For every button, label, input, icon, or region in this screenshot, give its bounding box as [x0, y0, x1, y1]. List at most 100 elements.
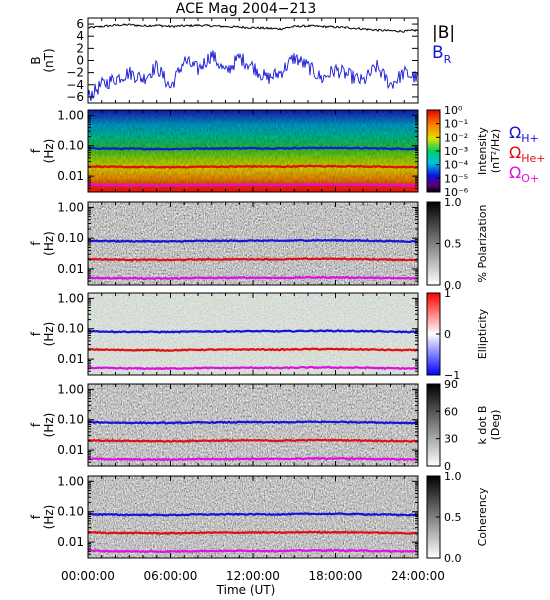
colorbar-label: (Deg): [489, 410, 502, 441]
y-tick-label: 6: [76, 17, 84, 31]
y-tick-label: 0.01: [57, 535, 84, 549]
colorbar-tick-label: 10⁻¹: [444, 118, 468, 131]
y-axis-label: (nT): [42, 48, 56, 72]
gyrofrequency-line-h: [87, 329, 418, 334]
y-tick-label: 1.00: [57, 200, 84, 214]
y-tick-label: 1.00: [57, 382, 84, 396]
colorbar-tick-label: 10⁻³: [444, 145, 468, 158]
panel-4: 1.00 0.10 0.01 f (Hz) 1 0 −1 Ellipticity: [29, 287, 489, 382]
y-axis-label: (Hz): [42, 413, 56, 438]
x-tick-label: 24:00:00: [391, 569, 445, 583]
y-axis-label: (Hz): [42, 231, 56, 256]
gyro-legend-subscript: He+: [521, 152, 545, 165]
legend-subscript: R: [444, 53, 452, 66]
colorbar-tick-label: 10⁻²: [444, 131, 468, 144]
y-tick-label: 1.00: [57, 291, 84, 305]
colorbar-tick-label: 90: [444, 378, 458, 391]
gyrofrequency-line-o: [87, 182, 419, 188]
gyrofrequency-line-o: [87, 275, 419, 281]
gyrofrequency-line-he: [87, 257, 419, 262]
x-axis-label: Time (UT): [216, 583, 276, 597]
gyrofrequency-line-h: [87, 238, 419, 244]
colorbar-tick-label: 10⁻⁴: [444, 159, 469, 172]
colorbar-tick-label: 10⁻⁶: [444, 186, 469, 199]
y-tick-label: 0.01: [57, 443, 84, 457]
colorbar-tick-label: 1: [444, 287, 451, 300]
gyro-legend-subscript: H+: [521, 132, 539, 145]
y-tick-label: 1.00: [57, 474, 84, 488]
y-tick-label: 0: [76, 54, 84, 68]
x-tick-label: 12:00:00: [226, 569, 280, 583]
colorbar-tick-label: 10⁰: [444, 104, 463, 117]
grayscale-image: [88, 202, 418, 285]
x-tick-label: 18:00:00: [309, 569, 363, 583]
gyro-legend-subscript: O+: [521, 172, 539, 185]
y-axis-label: f: [29, 514, 43, 519]
x-tick-label: 00:00:00: [61, 569, 115, 583]
colorbar-tick-label: 60: [444, 405, 458, 418]
y-tick-label: 0.10: [57, 505, 84, 519]
colorbar-tick-label: −1: [444, 369, 460, 382]
gyrofrequency-line-o: [87, 456, 418, 462]
gyrofrequency-line-he: [87, 347, 419, 352]
y-axis-label: B: [29, 56, 43, 64]
gyrofrequency-line-he: [88, 530, 419, 535]
panel-5: 1.00 0.10 0.01 f (Hz) 90 60 30 0 k dot B (Deg): [29, 378, 502, 473]
y-tick-label: 0.10: [57, 322, 84, 336]
chart-title: ACE Mag 2004−213: [176, 1, 316, 17]
spectrogram-texture: [88, 110, 418, 192]
panel-3: 1.00 0.10 0.01 f (Hz) 1.0 0.5 0.0 % Polarization: [29, 196, 489, 292]
y-tick-label: 1.00: [57, 108, 84, 122]
y-tick-label: 0.10: [57, 413, 84, 427]
gyrofrequency-line-o: [87, 548, 419, 554]
gyro-legend-entry: ΩH+: [509, 123, 539, 145]
y-tick-label: 0.01: [57, 262, 84, 276]
y-tick-label: 4: [76, 29, 84, 43]
colorbar-label: (nT²/Hz): [489, 129, 502, 173]
colorbar-label: Coherency: [476, 487, 489, 546]
colorbar-tick-label: 0: [444, 328, 451, 341]
y-axis-label: (Hz): [42, 139, 56, 164]
colorbar-tick-label: 0.0: [444, 552, 462, 565]
panel-frame: [87, 17, 419, 104]
grayscale-image: [88, 384, 418, 466]
legend-entry: |B|: [432, 23, 455, 43]
colorbar-tick-label: 1.0: [444, 470, 462, 483]
legend-entry: BR: [432, 43, 452, 66]
gyrofrequency-line-h: [87, 146, 419, 151]
y-axis-label: (Hz): [42, 322, 56, 347]
y-axis-label: f: [29, 422, 43, 427]
series-line-b-magnitude: [87, 23, 419, 33]
gyrofrequency-line-h: [87, 512, 419, 517]
gyro-legend-entry: ΩO+: [509, 163, 539, 185]
colorbar-label: Ellipticity: [476, 308, 489, 359]
colorbar-label: Intensity: [476, 127, 489, 175]
colorbar-tick-label: 0: [444, 460, 451, 473]
gyrofrequency-line-he: [87, 438, 419, 443]
gyrofrequency-line-h: [87, 420, 419, 425]
panel-2: 1.00 0.10 0.01 f (Hz) 10⁰10⁻¹10⁻²10⁻³10⁻⁴10⁻⁵…: [29, 104, 546, 199]
colorbar-tick-label: 10⁻⁵: [444, 172, 468, 185]
y-tick-label: 0.01: [57, 169, 84, 183]
y-tick-label: −2: [66, 66, 84, 80]
y-tick-label: −6: [66, 90, 84, 104]
colorbar-tick-label: 0.5: [444, 238, 462, 251]
y-tick-label: 0.10: [57, 231, 84, 245]
colorbar-tick-label: 0.5: [444, 511, 462, 524]
gyrofrequency-line-o: [87, 365, 419, 371]
gyro-legend-entry: ΩHe+: [509, 143, 546, 165]
ellipticity-image: [88, 293, 418, 375]
colorbar-label: % Polarization: [476, 205, 489, 283]
y-tick-label: −4: [66, 78, 84, 92]
y-tick-label: 0.01: [57, 352, 84, 366]
colorbar-tick-label: 0.0: [444, 279, 462, 292]
y-axis-label: f: [29, 241, 43, 246]
gyrofrequency-line-he: [87, 164, 419, 170]
y-tick-label: 0.10: [57, 139, 84, 153]
series-line-b-r: [87, 50, 419, 102]
colorbar-label: k dot B: [476, 406, 489, 445]
y-axis-label: f: [29, 331, 43, 336]
panel-6: 1.00 0.10 0.01 f (Hz) 1.0 0.5 0.0 Coherency: [29, 470, 489, 565]
